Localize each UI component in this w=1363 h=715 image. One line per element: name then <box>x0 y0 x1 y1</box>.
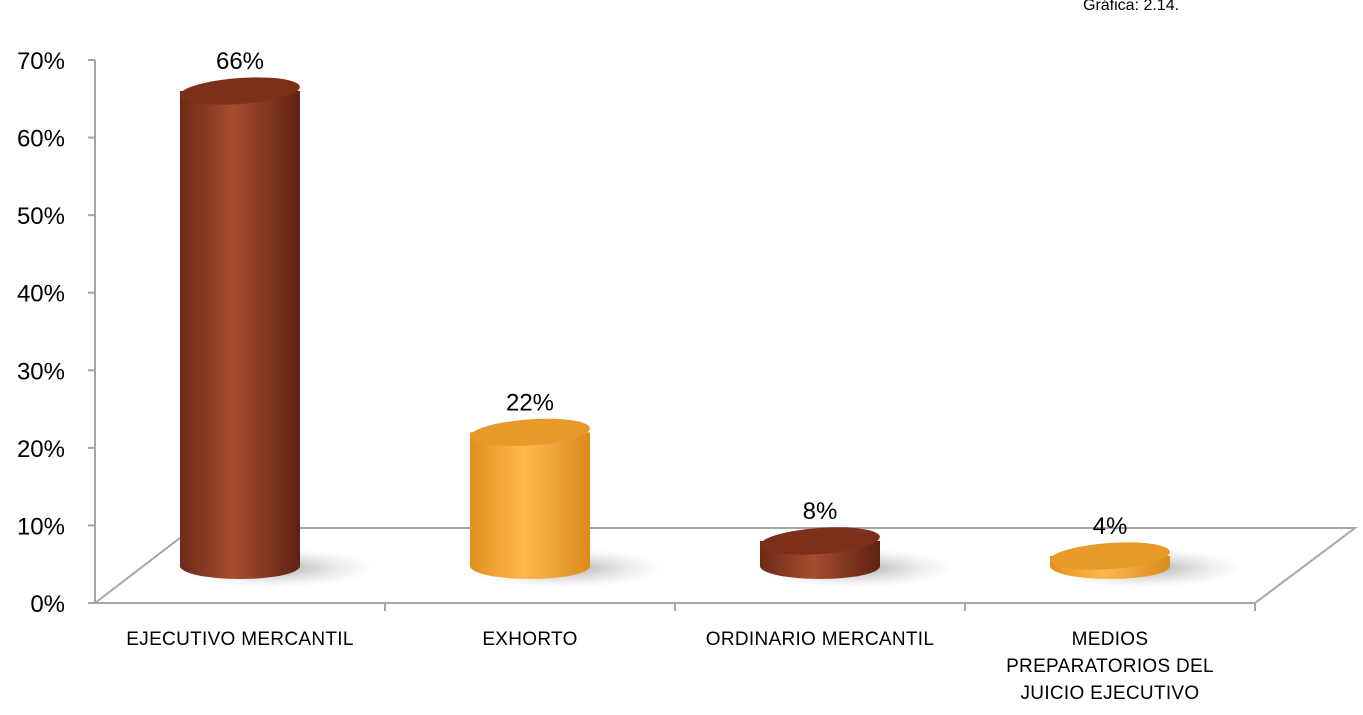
x-tick-labels: EJECUTIVO MERCANTIL EXHORTO ORDINARIO MERC… <box>126 629 1214 704</box>
x-axis <box>95 602 1256 611</box>
bar-top <box>1050 542 1170 570</box>
data-label: 22% <box>506 389 554 416</box>
x-tick-label: ORDINARIO MERCANTIL <box>706 629 934 650</box>
bars <box>180 77 1170 580</box>
y-tick-label: 30% <box>17 358 65 385</box>
y-tick-label: 70% <box>17 48 65 75</box>
bar-body <box>470 432 590 579</box>
y-tick-label: 40% <box>17 281 65 308</box>
bar-top <box>470 418 590 446</box>
bar <box>760 527 880 579</box>
x-tick-label: MEDIOS PREPARATORIOS DEL JUICIO EJECUTIVO <box>1006 629 1214 704</box>
y-tick-label: 10% <box>17 513 65 540</box>
bar-top <box>760 527 880 555</box>
x-tick-label: EXHORTO <box>482 629 577 650</box>
y-tick-label: 60% <box>17 126 65 153</box>
bar <box>1050 542 1170 579</box>
bar-top <box>180 77 300 105</box>
x-tick-label: EJECUTIVO MERCANTIL <box>126 629 353 650</box>
chart-note: Gráfica: 2.14. <box>1083 0 1179 14</box>
data-label: 66% <box>216 48 264 75</box>
y-tick-label: 0% <box>30 591 65 618</box>
bar <box>470 418 590 579</box>
data-labels: 66% 22% 8% 4% <box>216 48 1127 540</box>
data-label: 4% <box>1093 513 1128 540</box>
y-tick-labels: 0% 10% 20% 30% 40% 50% 60% 70% <box>17 48 95 618</box>
y-tick-label: 20% <box>17 436 65 463</box>
y-tick-label: 50% <box>17 203 65 230</box>
bar <box>180 77 300 580</box>
data-label: 8% <box>803 498 838 525</box>
bar-body <box>180 91 300 580</box>
